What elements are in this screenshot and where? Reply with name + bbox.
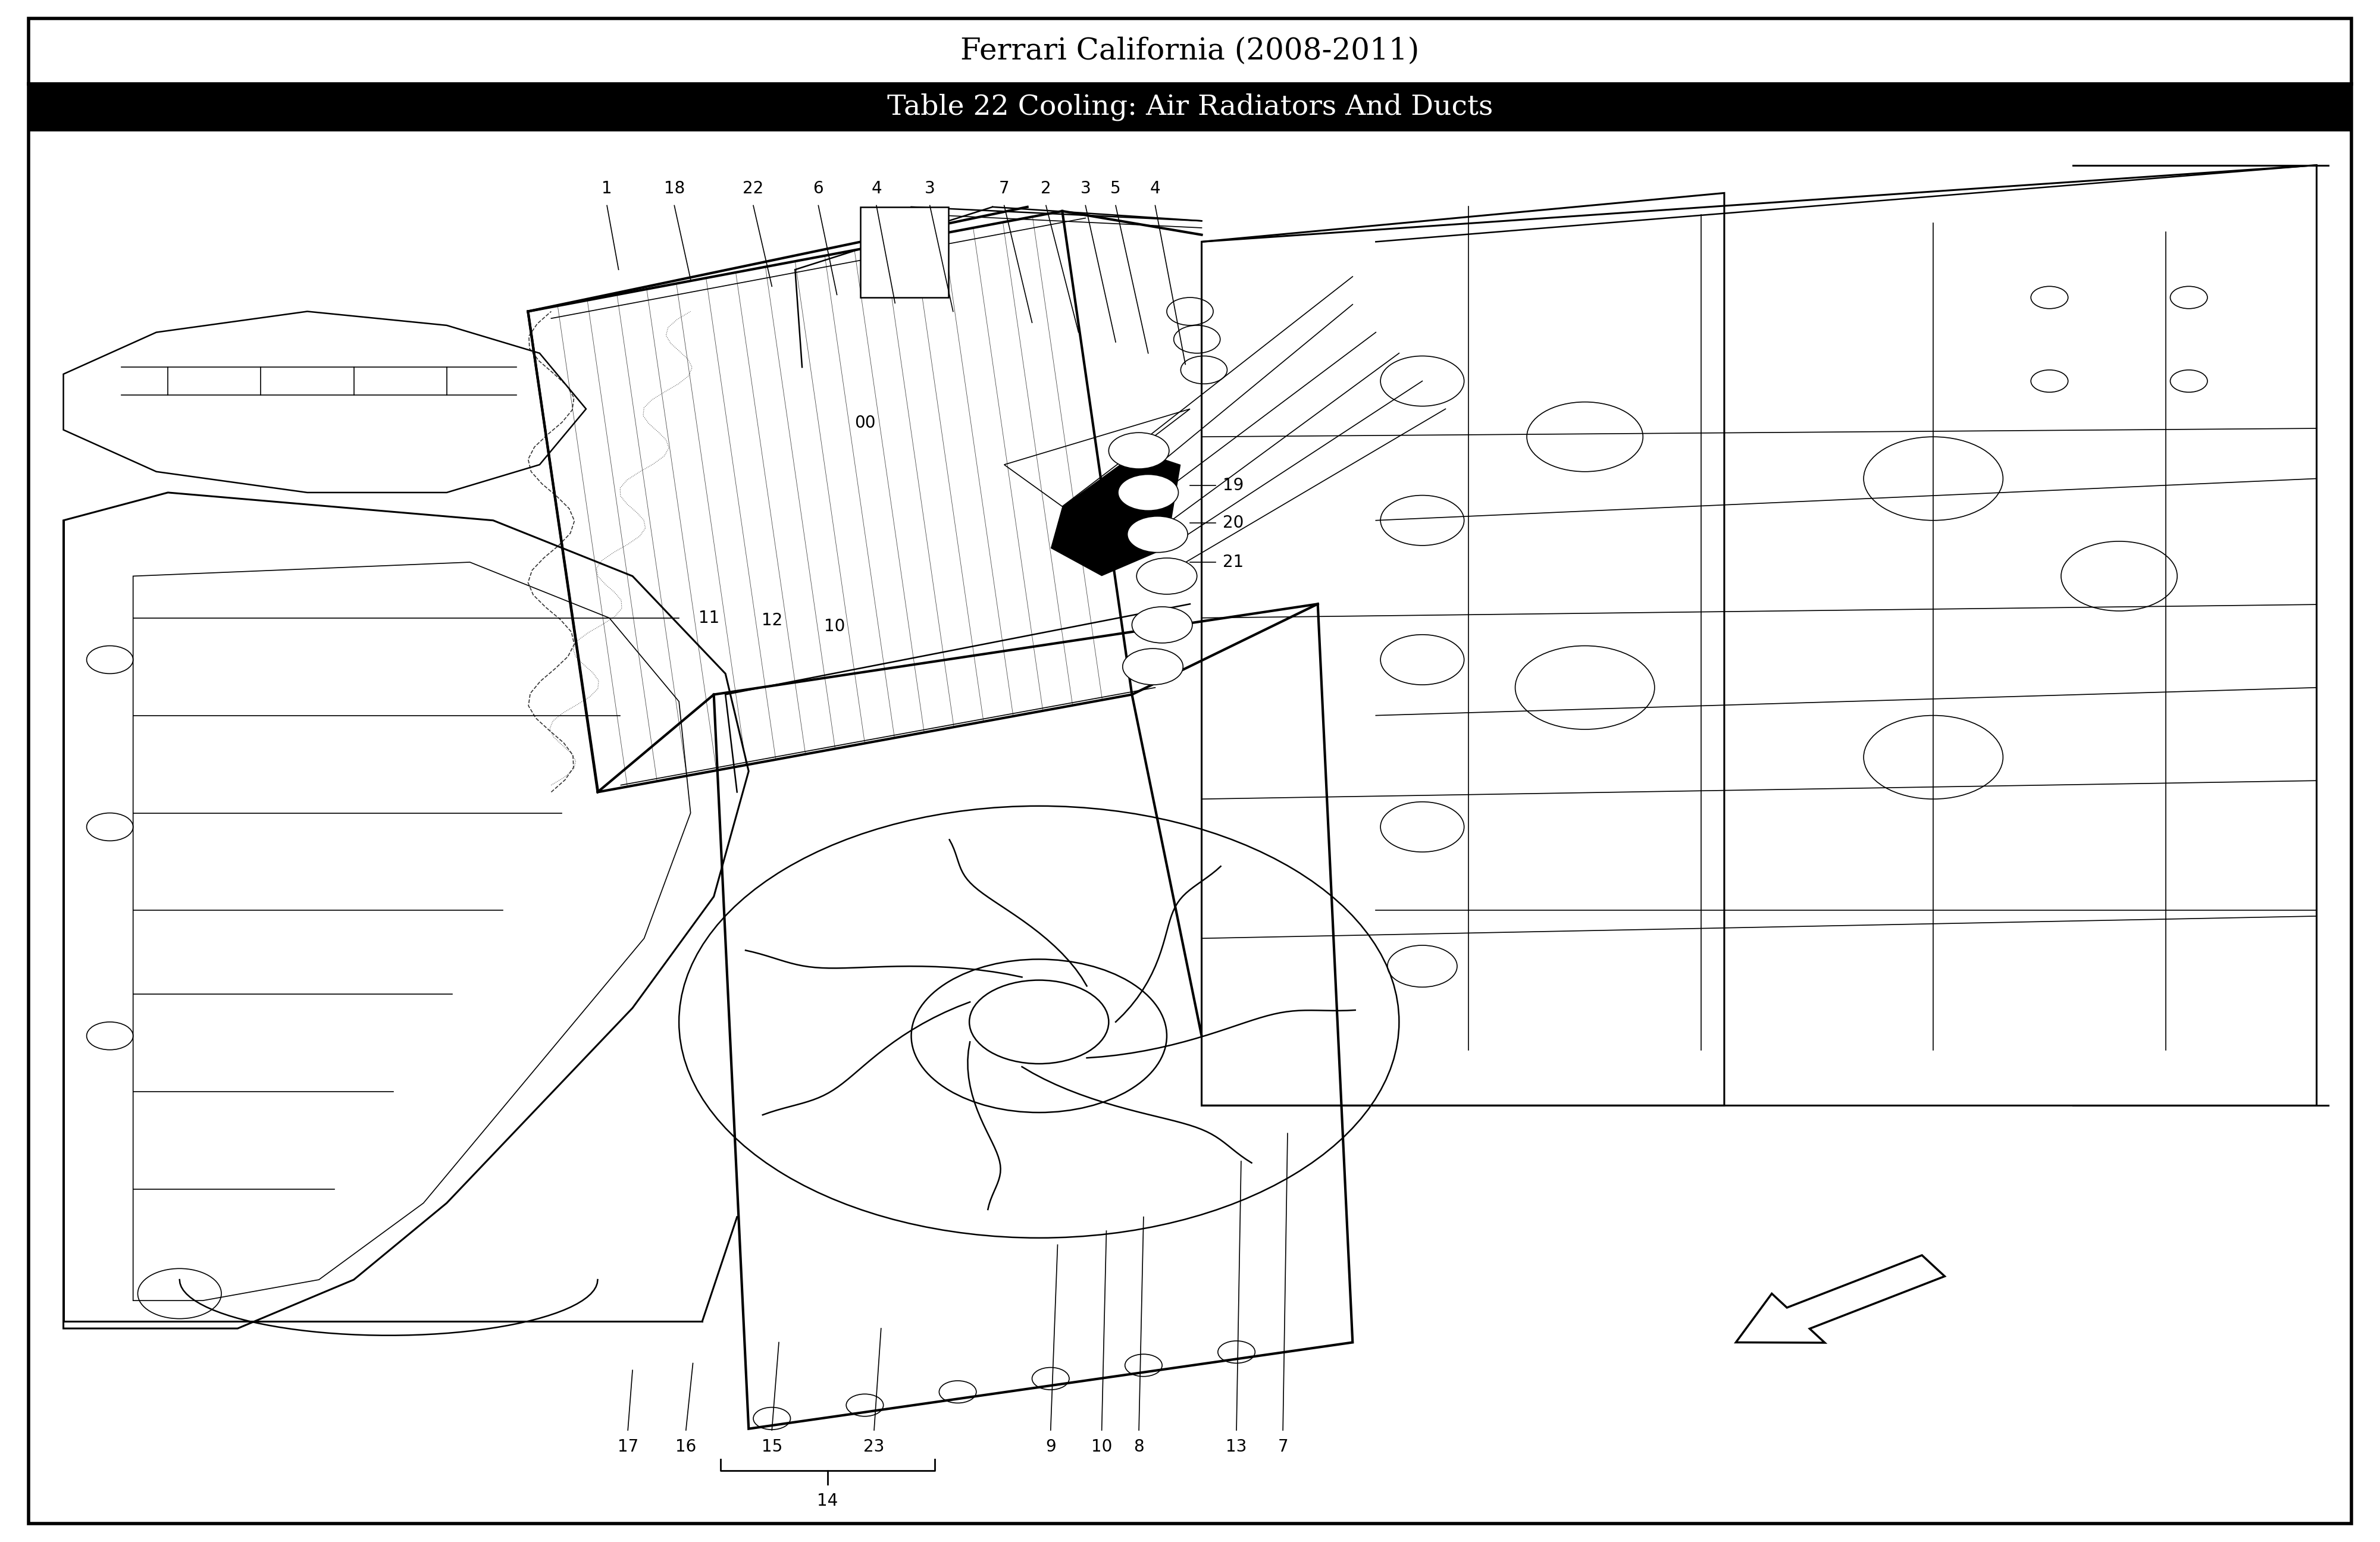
Text: 7: 7	[1278, 1439, 1288, 1456]
Circle shape	[1138, 558, 1197, 594]
Text: Ferrari California (2008-2011): Ferrari California (2008-2011)	[962, 37, 1418, 66]
Text: 20: 20	[1223, 515, 1245, 532]
Text: 19: 19	[1223, 476, 1245, 493]
Text: 15: 15	[762, 1439, 783, 1456]
Text: 4: 4	[1150, 180, 1161, 197]
Circle shape	[1123, 649, 1183, 685]
Circle shape	[1119, 475, 1178, 510]
Bar	[29, 83, 2351, 131]
Text: Table 22 Cooling: Air Radiators And Ducts: Table 22 Cooling: Air Radiators And Duct…	[888, 94, 1492, 120]
Text: 5: 5	[1111, 180, 1121, 197]
Text: 11: 11	[700, 609, 719, 626]
Text: 7: 7	[1000, 180, 1009, 197]
Text: 6: 6	[814, 180, 823, 197]
Text: 16: 16	[676, 1439, 697, 1456]
Text: 21: 21	[1223, 554, 1242, 571]
Circle shape	[1128, 517, 1188, 552]
Text: 3: 3	[1081, 180, 1090, 197]
Circle shape	[1133, 606, 1192, 643]
Text: 12: 12	[762, 612, 783, 629]
Text: 10: 10	[1090, 1439, 1111, 1456]
FancyArrow shape	[1735, 1255, 1944, 1343]
Text: 22: 22	[743, 180, 764, 197]
Text: 23: 23	[864, 1439, 885, 1456]
Text: 14: 14	[816, 1493, 838, 1510]
Circle shape	[969, 981, 1109, 1064]
Text: 1: 1	[602, 180, 612, 197]
Text: 13: 13	[1226, 1439, 1247, 1456]
Text: 00: 00	[854, 415, 876, 432]
Text: 8: 8	[1133, 1439, 1145, 1456]
Text: 4: 4	[871, 180, 881, 197]
Circle shape	[1109, 433, 1169, 469]
Text: 18: 18	[664, 180, 685, 197]
Text: 10: 10	[823, 618, 845, 635]
Bar	[859, 207, 947, 298]
Text: 17: 17	[616, 1439, 638, 1456]
Text: 2: 2	[1040, 180, 1052, 197]
Text: 9: 9	[1045, 1439, 1057, 1456]
Polygon shape	[1050, 450, 1180, 577]
Text: 3: 3	[923, 180, 935, 197]
